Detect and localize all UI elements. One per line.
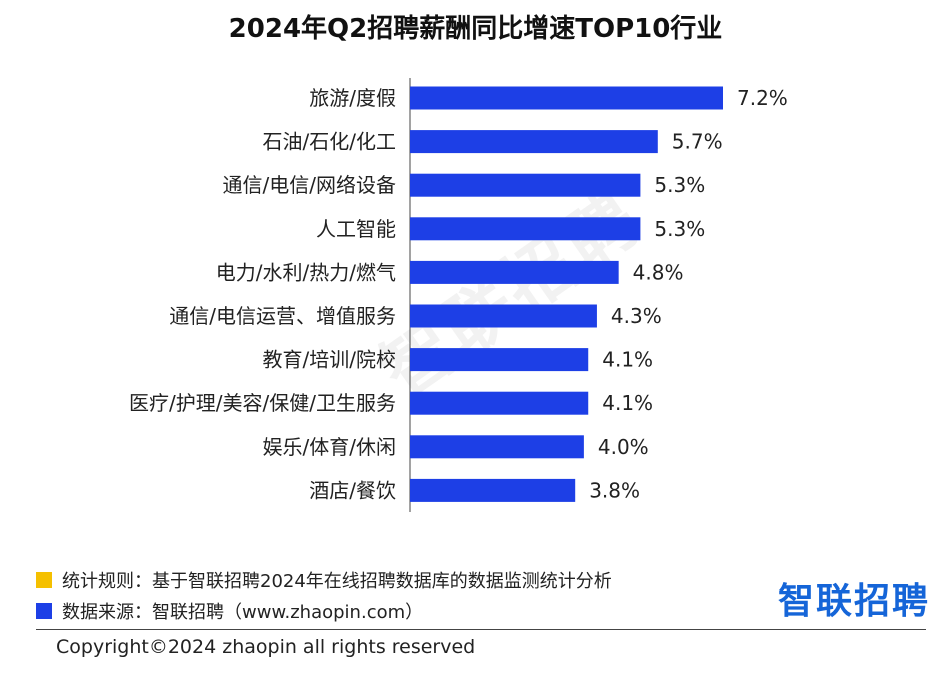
category-label: 石油/石化/化工	[263, 130, 396, 154]
category-label: 酒店/餐饮	[309, 478, 396, 502]
category-label: 通信/电信/网络设备	[223, 173, 396, 197]
source-legend-square	[36, 603, 52, 619]
bar	[410, 348, 589, 372]
category-label: 通信/电信运营、增值服务	[169, 304, 396, 328]
footer-source: 数据来源：智联招聘（www.zhaopin.com）	[36, 598, 423, 624]
bar	[410, 391, 589, 415]
value-label: 4.8%	[633, 260, 684, 284]
category-label: 旅游/度假	[309, 86, 396, 110]
value-label: 4.3%	[611, 304, 662, 328]
footer-rule: 统计规则：基于智联招聘2024年在线招聘数据库的数据监测统计分析	[36, 567, 612, 593]
bar	[410, 260, 619, 284]
bar	[410, 435, 584, 459]
copyright-text: Copyright©2024 zhaopin all rights reserv…	[56, 636, 476, 658]
category-label: 人工智能	[316, 217, 396, 241]
category-label: 电力/水利/热力/燃气	[216, 260, 396, 284]
bars-group: 旅游/度假 7.2% 石油/石化/化工 5.7% 通信/电信/网络设备 5.3% 人工智能 5…	[129, 86, 788, 502]
value-label: 4.1%	[602, 391, 653, 415]
value-label: 5.3%	[654, 217, 705, 241]
value-label: 7.2%	[737, 86, 788, 110]
rule-legend-square	[36, 572, 52, 588]
value-label: 5.3%	[654, 173, 705, 197]
bar	[410, 478, 576, 502]
bar	[410, 304, 597, 328]
zhaopin-logo: 智联招聘	[778, 581, 931, 622]
bar	[410, 217, 641, 241]
value-label: 4.1%	[602, 348, 653, 372]
category-label: 娱乐/体育/休闲	[263, 435, 396, 459]
footer-divider	[36, 629, 926, 630]
category-label: 医疗/护理/美容/保健/卫生服务	[129, 391, 396, 415]
bar	[410, 130, 658, 154]
bar	[410, 173, 641, 197]
value-label: 5.7%	[672, 130, 723, 154]
chart-title: 2024年Q2招聘薪酬同比增速TOP10行业	[228, 14, 723, 44]
bar-chart: 旅游/度假 7.2% 石油/石化/化工 5.7% 通信/电信/网络设备 5.3% 人工智能 5…	[129, 78, 788, 512]
category-label: 教育/培训/院校	[263, 348, 396, 372]
value-label: 3.8%	[589, 478, 640, 502]
bar	[410, 86, 723, 110]
source-text: 数据来源：智联招聘（www.zhaopin.com）	[62, 602, 424, 623]
rule-text: 统计规则：基于智联招聘2024年在线招聘数据库的数据监测统计分析	[62, 571, 612, 592]
value-label: 4.0%	[598, 435, 649, 459]
